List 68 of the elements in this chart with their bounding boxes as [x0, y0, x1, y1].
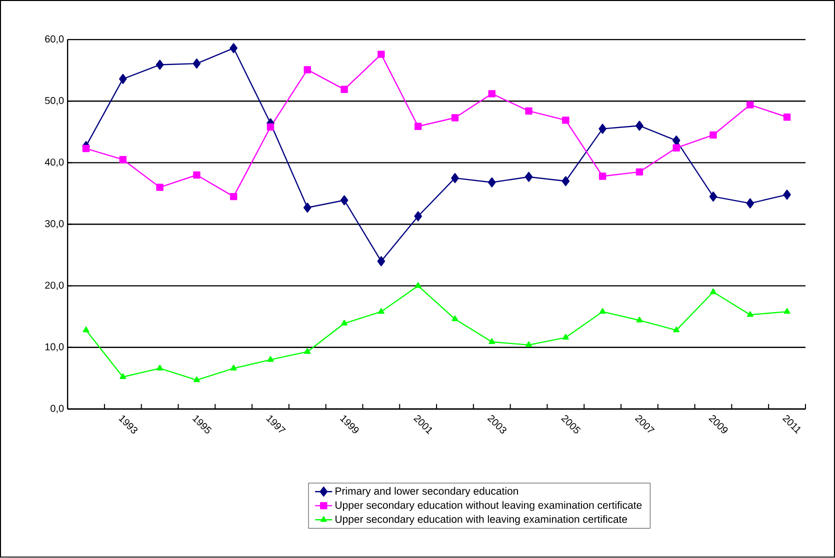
point — [672, 144, 680, 152]
point — [451, 114, 459, 122]
point — [562, 176, 570, 186]
point — [82, 326, 90, 332]
point — [783, 114, 791, 121]
point — [414, 122, 422, 130]
point — [378, 50, 385, 58]
point — [562, 334, 569, 340]
point — [709, 192, 718, 202]
y-tick-label: 0,0 — [50, 405, 64, 414]
y-tick-label: 10,0 — [45, 343, 64, 352]
point — [267, 356, 274, 362]
point — [452, 316, 458, 322]
point — [230, 43, 238, 54]
point — [598, 124, 606, 134]
point — [156, 184, 164, 192]
point — [82, 145, 90, 152]
point — [636, 120, 644, 131]
point — [672, 136, 680, 146]
point — [636, 316, 643, 323]
point — [119, 74, 127, 84]
y-tick-label: 50,0 — [45, 97, 64, 106]
point — [156, 364, 164, 371]
point — [746, 198, 754, 208]
point — [304, 66, 312, 74]
point — [230, 193, 238, 200]
point — [119, 156, 127, 164]
point — [488, 90, 496, 98]
point — [784, 308, 790, 314]
y-tick-label: 60,0 — [45, 36, 64, 44]
point — [120, 374, 126, 380]
legend-label: Upper secondary education without leaving examination certificate — [336, 501, 642, 512]
point — [193, 172, 200, 179]
point — [378, 308, 384, 314]
legend-label: Primary and lower secondary education — [336, 487, 518, 497]
point — [377, 256, 386, 266]
point — [304, 348, 311, 354]
point — [598, 172, 606, 180]
point — [599, 308, 606, 314]
point — [488, 178, 496, 188]
point — [194, 376, 200, 382]
point — [156, 60, 164, 70]
point — [746, 101, 754, 109]
point — [414, 282, 422, 288]
point — [636, 168, 644, 176]
y-tick-label: 30,0 — [45, 220, 64, 229]
point — [192, 58, 201, 69]
point — [525, 108, 532, 115]
legend-label: Upper secondary education with leaving examination certificate — [336, 515, 628, 526]
point — [673, 326, 680, 332]
point — [340, 86, 348, 94]
point — [783, 190, 791, 200]
point — [710, 132, 717, 139]
point — [266, 124, 274, 131]
y-tick-label: 20,0 — [45, 282, 64, 290]
point — [746, 311, 754, 318]
point — [488, 338, 496, 344]
point — [414, 211, 422, 222]
point — [340, 195, 348, 206]
point — [710, 288, 716, 294]
point — [562, 116, 570, 124]
point — [524, 172, 533, 182]
y-tick-label: 40,0 — [44, 158, 64, 167]
point — [303, 202, 312, 213]
point — [341, 320, 348, 326]
point — [451, 173, 459, 184]
point — [230, 364, 237, 371]
point — [526, 342, 532, 348]
